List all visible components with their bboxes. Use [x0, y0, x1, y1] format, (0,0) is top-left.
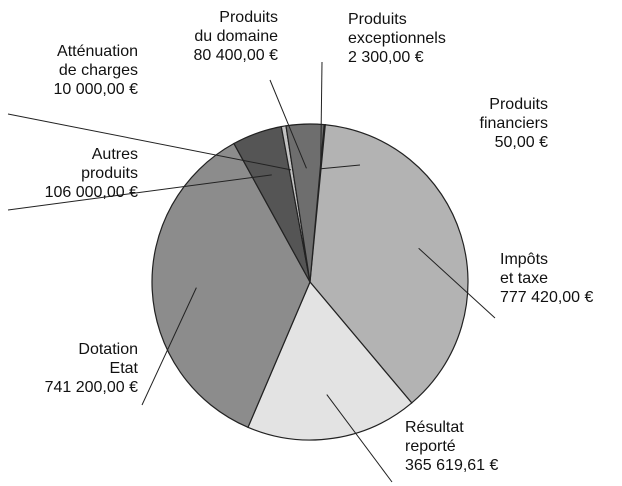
- category-name: Produits du domaine: [194, 9, 278, 45]
- slice-label: Résultat reporté 365 619,61 €: [405, 418, 498, 475]
- category-name: Dotation Etat: [78, 341, 138, 377]
- pie-slice: [151, 142, 311, 429]
- pie-slice: [309, 124, 469, 404]
- category-name: Produits financiers: [479, 96, 548, 132]
- pie-slice: [247, 280, 413, 441]
- value-label: 2 300,00 €: [348, 49, 424, 66]
- value-label: 10 000,00 €: [53, 81, 138, 98]
- slice-label: Autres produits 106 000,00 €: [6, 145, 138, 202]
- leader-line: [418, 247, 496, 319]
- value-label: 777 420,00 €: [500, 289, 594, 306]
- leader-line: [269, 79, 307, 169]
- leader-line: [320, 61, 323, 169]
- slice-label: Produits exceptionnels 2 300,00 €: [348, 10, 446, 67]
- pie-slice: [285, 123, 325, 283]
- category-name: Autres produits: [81, 146, 138, 182]
- value-label: 50,00 €: [494, 134, 548, 151]
- category-name: Résultat reporté: [405, 419, 464, 455]
- category-name: Impôts et taxe: [500, 251, 549, 287]
- leader-line: [7, 174, 272, 211]
- slice-label: Impôts et taxe 777 420,00 €: [500, 250, 593, 307]
- slice-label: Produits du domaine 80 400,00 €: [160, 8, 278, 65]
- leader-line: [7, 113, 292, 171]
- value-label: 365 619,61 €: [405, 457, 499, 474]
- leader-line: [320, 164, 361, 170]
- slice-label: Atténuation de charges 10 000,00 €: [6, 42, 138, 99]
- leader-line: [326, 394, 393, 483]
- category-name: Produits exceptionnels: [348, 11, 446, 47]
- slice-label: Produits financiers 50,00 €: [430, 95, 548, 152]
- value-label: 106 000,00 €: [44, 184, 138, 201]
- leader-line: [141, 287, 197, 406]
- category-name: Atténuation de charges: [57, 43, 138, 79]
- value-label: 80 400,00 €: [193, 47, 278, 64]
- value-label: 741 200,00 €: [44, 379, 138, 396]
- slice-label: Dotation Etat 741 200,00 €: [6, 340, 138, 397]
